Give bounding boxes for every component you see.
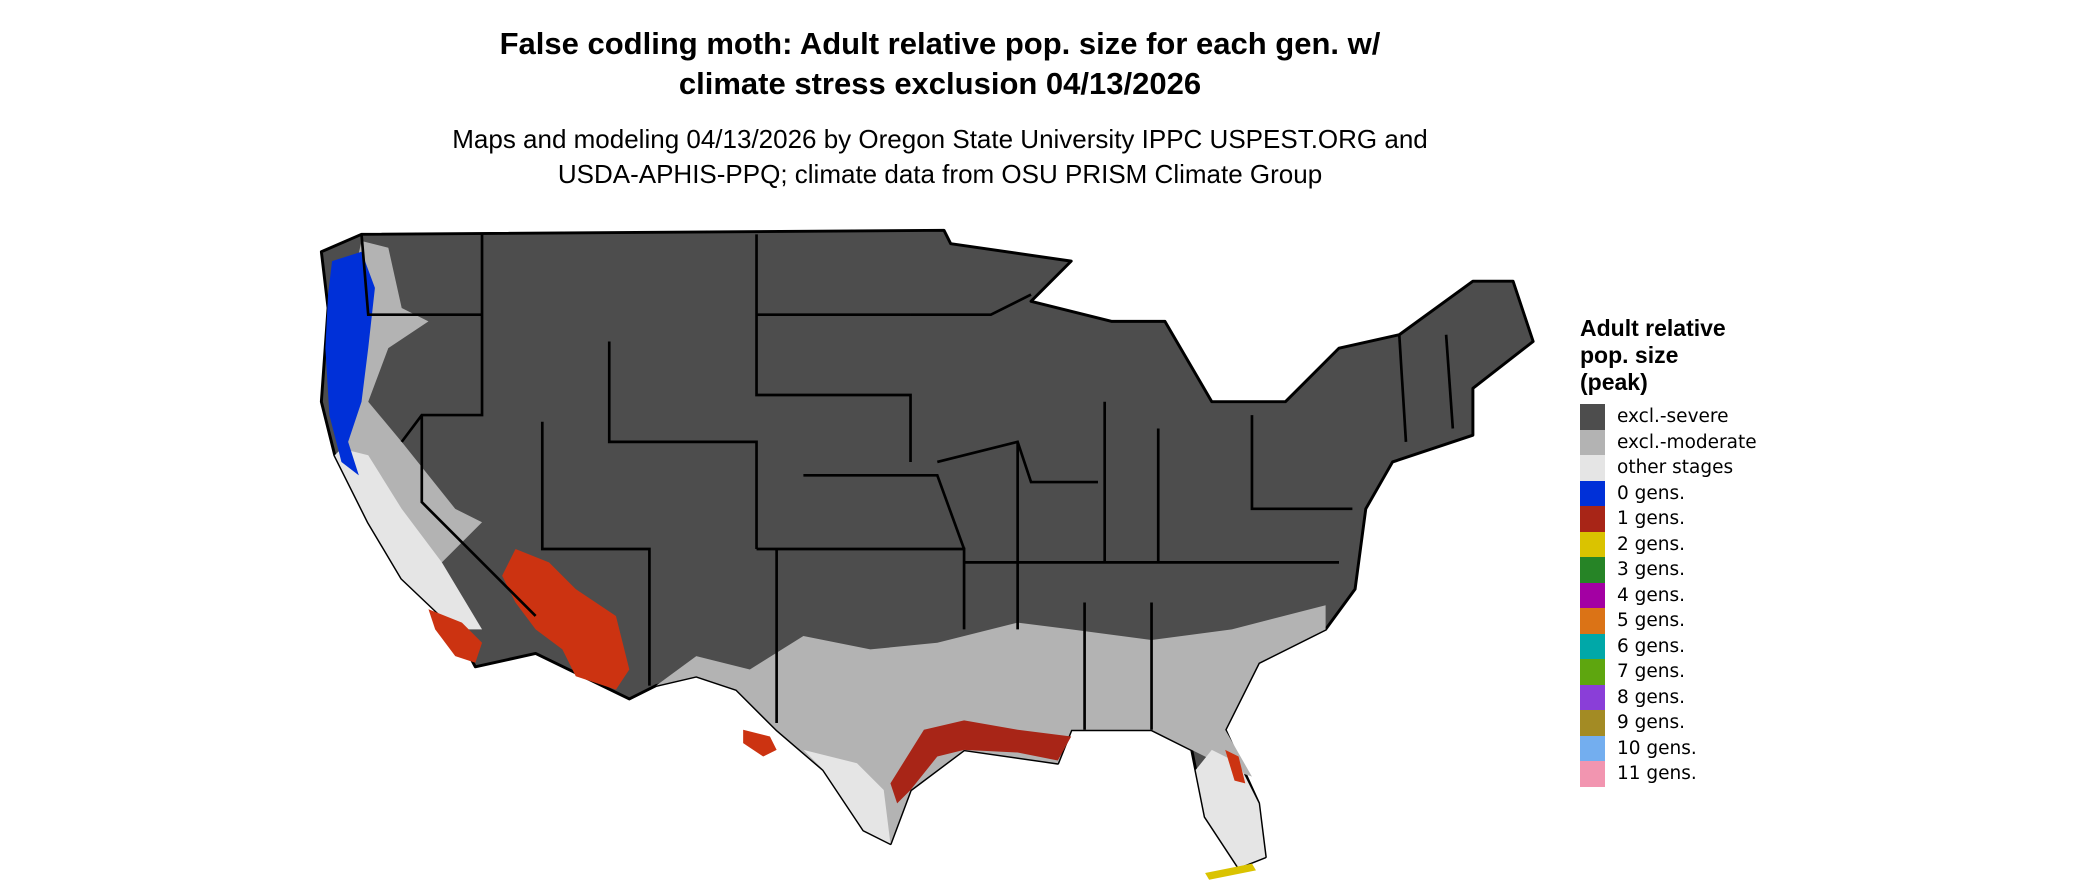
map-subtitle: Maps and modeling 04/13/2026 by Oregon S… <box>0 122 1880 192</box>
region-other-stages-florida <box>1195 749 1266 868</box>
region-1-gens-florida <box>1225 749 1246 784</box>
region-other-stages-california <box>334 448 483 630</box>
region-2-gens-keys <box>1205 863 1256 880</box>
legend-item: 7 gens. <box>1580 659 1780 685</box>
legend-swatch <box>1580 480 1605 506</box>
subtitle-line-2: USDA-APHIS-PPQ; climate data from OSU PR… <box>557 159 1323 189</box>
legend-swatch <box>1580 710 1605 736</box>
legend: Adult relative pop. size (peak) excl.-se… <box>1580 315 1780 787</box>
legend-item: 4 gens. <box>1580 582 1780 608</box>
legend-swatch <box>1580 761 1605 787</box>
state-borders <box>360 234 1455 730</box>
legend-label: 6 gens. <box>1617 635 1686 657</box>
legend-label: 9 gens. <box>1617 712 1686 734</box>
legend-item: 2 gens. <box>1580 531 1780 557</box>
title-line-1: False codling moth: Adult relative pop. … <box>499 26 1381 61</box>
legend-swatch <box>1580 557 1605 583</box>
legend-item: 3 gens. <box>1580 557 1780 583</box>
legend-title-line: (peak) <box>1580 369 1648 395</box>
legend-label: 4 gens. <box>1617 584 1686 606</box>
region-1-gens-gulf-coast <box>890 720 1072 804</box>
legend-swatch <box>1580 684 1605 710</box>
legend-item: 8 gens. <box>1580 684 1780 710</box>
legend-item: 5 gens. <box>1580 608 1780 634</box>
region-other-stages-texas <box>803 749 891 844</box>
region-1-gens-texas-coast <box>743 729 777 757</box>
legend-label: 7 gens. <box>1617 661 1686 683</box>
region-0-gens-pacific-coast <box>325 251 375 476</box>
legend-swatch <box>1580 455 1605 481</box>
region-1-gens-socal <box>428 609 483 663</box>
legend-item: 9 gens. <box>1580 710 1780 736</box>
legend-item: 0 gens. <box>1580 480 1780 506</box>
legend-title-line: Adult relative <box>1580 315 1726 341</box>
legend-title-line: pop. size <box>1580 342 1679 368</box>
legend-label: 3 gens. <box>1617 559 1686 581</box>
legend-label: 0 gens. <box>1617 482 1686 504</box>
legend-item: 6 gens. <box>1580 633 1780 659</box>
legend-label: excl.-moderate <box>1617 431 1757 453</box>
legend-swatch <box>1580 506 1605 532</box>
legend-item: 1 gens. <box>1580 506 1780 532</box>
legend-items: excl.-severe excl.-moderate other stages 0 … <box>1580 404 1780 787</box>
legend-swatch <box>1580 404 1605 430</box>
legend-label: 8 gens. <box>1617 686 1686 708</box>
legend-label: 11 gens. <box>1617 763 1697 785</box>
legend-item: 11 gens. <box>1580 761 1780 787</box>
legend-label: 1 gens. <box>1617 508 1686 530</box>
legend-item: excl.-severe <box>1580 404 1780 430</box>
legend-item: excl.-moderate <box>1580 429 1780 455</box>
legend-swatch <box>1580 429 1605 455</box>
legend-item: other stages <box>1580 455 1780 481</box>
map-title: False codling moth: Adult relative pop. … <box>0 24 1880 104</box>
legend-title: Adult relative pop. size (peak) <box>1580 315 1780 396</box>
region-excl-moderate-south <box>656 605 1326 844</box>
subtitle-line-1: Maps and modeling 04/13/2026 by Oregon S… <box>452 124 1428 154</box>
legend-swatch <box>1580 735 1605 761</box>
legend-swatch <box>1580 659 1605 685</box>
legend-label: excl.-severe <box>1617 406 1729 428</box>
title-line-2: climate stress exclusion 04/13/2026 <box>678 66 1202 101</box>
legend-label: 2 gens. <box>1617 533 1686 555</box>
legend-label: 10 gens. <box>1617 737 1697 759</box>
legend-swatch <box>1580 633 1605 659</box>
legend-swatch <box>1580 531 1605 557</box>
legend-swatch <box>1580 608 1605 634</box>
legend-item: 10 gens. <box>1580 735 1780 761</box>
region-1-gens-southwest <box>502 548 630 690</box>
legend-label: other stages <box>1617 457 1734 479</box>
legend-label: 5 gens. <box>1617 610 1686 632</box>
legend-swatch <box>1580 582 1605 608</box>
